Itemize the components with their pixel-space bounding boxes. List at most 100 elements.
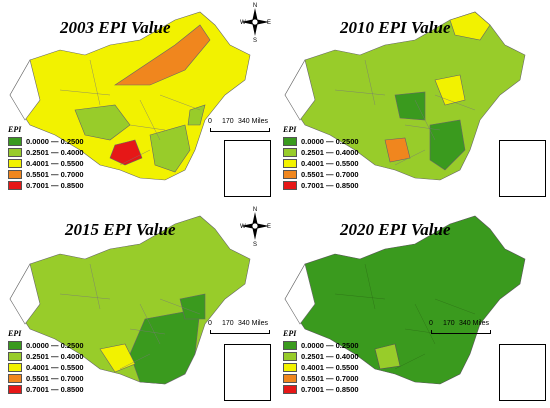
south-china-sea-inset — [224, 140, 271, 197]
legend: EPI 0.0000 — 0.2500 0.2501 — 0.4000 0.40… — [8, 329, 84, 395]
scale-zero: 0 — [208, 118, 212, 125]
legend-label: 0.4001 — 0.5500 — [26, 159, 84, 168]
compass-e: E — [267, 224, 271, 230]
legend-row: 0.5501 — 0.7000 — [283, 169, 359, 180]
legend-row: 0.5501 — 0.7000 — [8, 373, 84, 384]
legend-row: 0.4001 — 0.5500 — [283, 362, 359, 373]
compass-n: N — [253, 207, 257, 213]
legend-label: 0.5501 — 0.7000 — [26, 170, 84, 179]
legend-label: 0.0000 — 0.2500 — [301, 341, 359, 350]
legend-swatch — [283, 137, 297, 146]
legend-swatch — [8, 170, 22, 179]
compass-w: W — [240, 224, 246, 230]
south-china-sea-inset — [224, 344, 271, 401]
legend-label: 0.7001 — 0.8500 — [301, 385, 359, 394]
compass-s: S — [253, 242, 257, 246]
legend-header: EPI — [283, 125, 297, 134]
legend-swatch — [283, 374, 297, 383]
scale-end: 340 Miles — [459, 320, 489, 327]
china-map-2003 — [9, 11, 251, 181]
legend-row: 0.4001 — 0.5500 — [283, 158, 359, 169]
legend: EPI 0.0000 — 0.2500 0.2501 — 0.4000 0.40… — [283, 125, 359, 191]
map-panel-2015: 2015 EPI Value N S W E EPI 0.0000 — 0.25… — [0, 204, 275, 408]
compass-icon: N S W E — [238, 206, 272, 248]
legend-label: 0.2501 — 0.4000 — [26, 352, 84, 361]
legend-row: 0.0000 — 0.2500 — [8, 340, 84, 351]
compass-w: W — [240, 20, 246, 26]
map-title: 2020 EPI Value — [340, 220, 451, 239]
scale-end: 340 Miles — [238, 118, 268, 125]
map-panel-2003: 2003 EPI Value N S W E EPI 0.0000 — 0.25… — [0, 0, 275, 204]
scale-zero: 0 — [429, 320, 433, 327]
legend-row: 0.0000 — 0.2500 — [283, 136, 359, 147]
legend-label: 0.7001 — 0.8500 — [26, 181, 84, 190]
legend-row: 0.2501 — 0.4000 — [283, 147, 359, 158]
legend-swatch — [283, 352, 297, 361]
map-panel-2010: 2010 EPI Value EPI 0.0000 — 0.2500 0.250… — [275, 0, 550, 204]
legend-label: 0.2501 — 0.4000 — [301, 148, 359, 157]
legend-label: 0.7001 — 0.8500 — [26, 385, 84, 394]
legend-swatch — [8, 374, 22, 383]
legend-label: 0.4001 — 0.5500 — [26, 363, 84, 372]
legend-swatch — [8, 148, 22, 157]
south-china-sea-inset — [499, 344, 546, 401]
legend-header: EPI — [8, 125, 22, 134]
legend-header: EPI — [8, 329, 22, 338]
legend-label: 0.4001 — 0.5500 — [301, 159, 359, 168]
legend-header: EPI — [283, 329, 297, 338]
china-map-2020 — [284, 215, 526, 385]
compass-s: S — [253, 38, 257, 42]
legend-swatch — [283, 363, 297, 372]
legend-row: 0.7001 — 0.8500 — [8, 384, 84, 395]
scale-bar: 0 170 340 Miles — [425, 320, 495, 336]
legend-row: 0.2501 — 0.4000 — [8, 147, 84, 158]
legend-label: 0.5501 — 0.7000 — [26, 374, 84, 383]
legend-label: 0.5501 — 0.7000 — [301, 170, 359, 179]
legend-swatch — [8, 181, 22, 190]
map-title: 2010 EPI Value — [340, 18, 451, 37]
scale-bar: 0 170 340 Miles — [204, 118, 274, 134]
legend-swatch — [283, 341, 297, 350]
legend: EPI 0.0000 — 0.2500 0.2501 — 0.4000 0.40… — [283, 329, 359, 395]
scale-mid: 170 — [222, 320, 234, 327]
legend-swatch — [8, 385, 22, 394]
legend-label: 0.0000 — 0.2500 — [301, 137, 359, 146]
legend-swatch — [283, 385, 297, 394]
legend-row: 0.7001 — 0.8500 — [283, 180, 359, 191]
scale-bar: 0 170 340 Miles — [204, 320, 274, 336]
scale-zero: 0 — [208, 320, 212, 327]
legend-row: 0.5501 — 0.7000 — [8, 169, 84, 180]
legend-label: 0.0000 — 0.2500 — [26, 137, 84, 146]
scale-mid: 170 — [222, 118, 234, 125]
legend-swatch — [283, 170, 297, 179]
legend-row: 0.2501 — 0.4000 — [8, 351, 84, 362]
legend-row: 0.2501 — 0.4000 — [283, 351, 359, 362]
legend-row: 0.7001 — 0.8500 — [8, 180, 84, 191]
scale-end: 340 Miles — [238, 320, 268, 327]
map-panel-2020: 2020 EPI Value EPI 0.0000 — 0.2500 0.250… — [275, 204, 550, 408]
legend-swatch — [8, 159, 22, 168]
scale-mid: 170 — [443, 320, 455, 327]
legend: EPI 0.0000 — 0.2500 0.2501 — 0.4000 0.40… — [8, 125, 84, 191]
compass-n: N — [253, 3, 257, 9]
compass-icon: N S W E — [238, 2, 272, 44]
legend-row: 0.7001 — 0.8500 — [283, 384, 359, 395]
legend-row: 0.0000 — 0.2500 — [283, 340, 359, 351]
legend-swatch — [8, 341, 22, 350]
legend-swatch — [283, 159, 297, 168]
legend-label: 0.2501 — 0.4000 — [301, 352, 359, 361]
legend-row: 0.4001 — 0.5500 — [8, 362, 84, 373]
china-map-2010 — [284, 11, 526, 181]
legend-label: 0.2501 — 0.4000 — [26, 148, 84, 157]
legend-swatch — [8, 352, 22, 361]
legend-label: 0.0000 — 0.2500 — [26, 341, 84, 350]
legend-row: 0.4001 — 0.5500 — [8, 158, 84, 169]
legend-row: 0.0000 — 0.2500 — [8, 136, 84, 147]
legend-swatch — [8, 363, 22, 372]
legend-swatch — [8, 137, 22, 146]
legend-row: 0.5501 — 0.7000 — [283, 373, 359, 384]
legend-swatch — [283, 181, 297, 190]
legend-label: 0.4001 — 0.5500 — [301, 363, 359, 372]
legend-swatch — [283, 148, 297, 157]
map-title: 2003 EPI Value — [60, 18, 171, 37]
